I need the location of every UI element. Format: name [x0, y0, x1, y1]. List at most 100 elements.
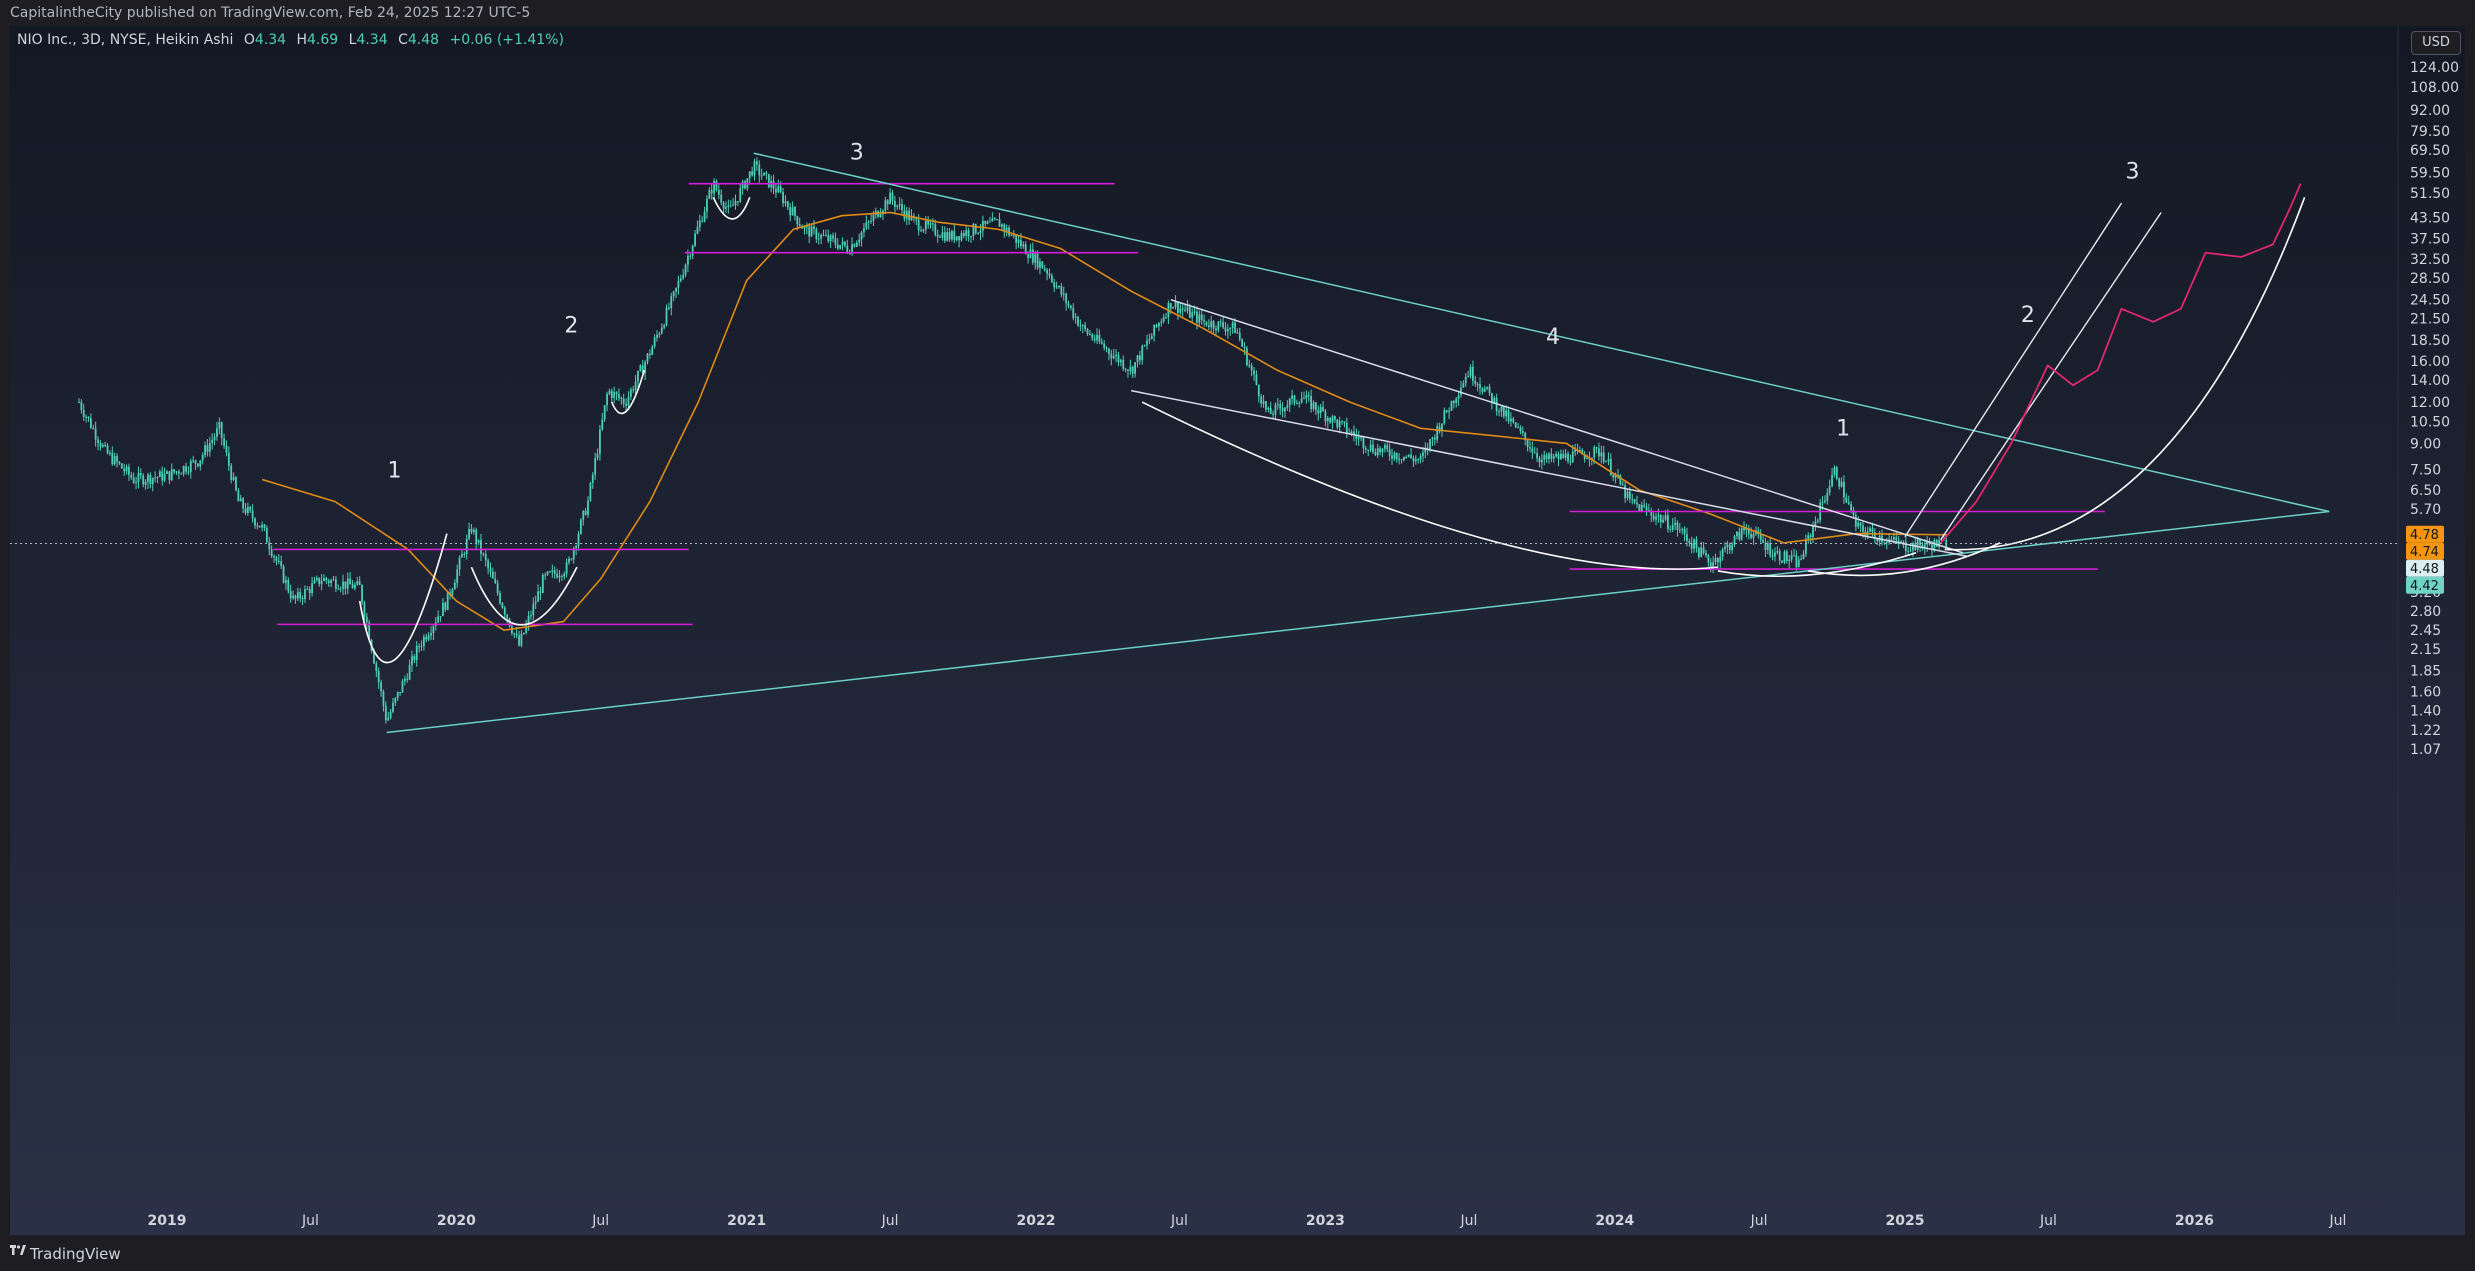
candle-body: [675, 287, 677, 292]
candle-body: [622, 398, 625, 404]
candle-body: [427, 635, 430, 640]
candle-body: [989, 221, 991, 223]
candle-body: [1621, 484, 1624, 486]
candle-body: [756, 161, 758, 165]
candle-body: [1181, 308, 1184, 310]
candle-body: [1655, 516, 1657, 520]
candle-body: [1015, 235, 1018, 243]
candle-body: [962, 233, 965, 237]
candle-body: [929, 223, 932, 225]
cup-curve: [611, 369, 646, 415]
candle-body: [1008, 227, 1010, 236]
candle-body: [1055, 286, 1058, 288]
candle-body: [1571, 451, 1574, 463]
low-key: L: [348, 32, 357, 48]
candle-body: [1115, 354, 1117, 356]
candle-body: [953, 230, 956, 241]
candle-body: [1912, 543, 1914, 551]
candle-body: [139, 472, 142, 476]
candle-body: [387, 717, 390, 721]
price-axis[interactable]: 124.00 108.00 92.00 79.50 69.50 59.50 51.50 43.…: [2397, 26, 2459, 1196]
price-tag-box: [2406, 559, 2444, 577]
candle-body: [563, 573, 566, 577]
candle-body: [1688, 540, 1691, 544]
candle-body: [1331, 416, 1334, 423]
candle-body: [1452, 400, 1455, 404]
candle-body: [161, 471, 164, 481]
candle-body: [594, 458, 597, 475]
candle-body: [1350, 431, 1353, 434]
candle-body: [1215, 328, 1217, 331]
candle-body: [1131, 366, 1134, 374]
candle-body: [1157, 323, 1160, 327]
candle-body: [1892, 537, 1895, 540]
price-chart[interactable]: 1 2 3 4 1 2 3 124.00 108.00 92.00 79.50 69.50 59.50…: [10, 26, 2465, 1235]
candle-body: [905, 210, 908, 219]
candle-body: [1067, 303, 1070, 306]
candle-body: [1802, 553, 1805, 559]
candle-body: [156, 477, 159, 479]
candle-body: [1376, 448, 1379, 456]
candle-body: [1433, 437, 1436, 440]
price-tick-label: 1.40: [2410, 703, 2441, 719]
time-axis[interactable]: 2019 Jul 2020 Jul 2021 Jul 2022 Jul 2023 Jul 2024 J…: [10, 1203, 2398, 1229]
candle-body: [1752, 533, 1755, 538]
candle-body: [420, 646, 423, 648]
candle-body: [1117, 354, 1120, 363]
year-tick-label: 2025: [1886, 1213, 1925, 1229]
candle-body: [530, 615, 532, 617]
candle-body: [1039, 261, 1041, 268]
footer-bar: TradingView: [0, 1235, 2475, 1271]
candle-body: [1046, 269, 1049, 274]
candle-body: [1600, 452, 1603, 457]
tradingview-logo-icon[interactable]: [10, 1245, 26, 1261]
open-key: O: [243, 32, 255, 48]
candle-body: [1443, 410, 1446, 424]
candle-body: [1369, 444, 1372, 451]
candle-body: [482, 553, 485, 555]
candle-body: [701, 220, 704, 222]
candle-body: [853, 244, 856, 247]
candle-body: [197, 463, 199, 467]
candle-body: [525, 624, 528, 633]
candle-body: [965, 230, 968, 237]
candle-body: [180, 473, 183, 475]
candle-body: [560, 575, 563, 577]
candle-body: [463, 553, 466, 555]
candle-body: [627, 396, 630, 406]
candle-body: [1419, 456, 1422, 460]
candle-body: [1445, 410, 1448, 413]
candle-body: [698, 220, 701, 228]
currency-button[interactable]: USD: [2411, 31, 2461, 55]
candle-body: [1743, 527, 1745, 531]
low-value: 4.34: [356, 32, 388, 48]
candle-body: [1077, 316, 1079, 326]
candle-body: [1778, 551, 1781, 561]
candle-body: [1731, 544, 1734, 551]
candle-body: [232, 477, 235, 481]
price-tick-label: 2.45: [2410, 623, 2441, 639]
candle-body: [741, 181, 744, 189]
cup-curve: [1141, 401, 1718, 570]
candle-body: [1043, 268, 1046, 270]
candle-body: [996, 219, 999, 221]
wave-label: 3: [850, 141, 864, 166]
candle-body: [1636, 502, 1638, 505]
candle-body: [1255, 374, 1258, 385]
candle-body: [889, 192, 892, 205]
candle-body: [351, 584, 354, 589]
candle-body: [608, 390, 611, 395]
candle-body: [1493, 397, 1496, 404]
close-value: 4.48: [407, 32, 440, 48]
candle-body: [1103, 343, 1106, 348]
candle-body: [408, 665, 411, 680]
candle-body: [1450, 400, 1453, 411]
trendline-layer: [386, 152, 2330, 734]
candle-body: [1514, 422, 1517, 427]
trendline: [753, 152, 2330, 513]
candle-body: [242, 498, 245, 509]
candle-body: [1364, 448, 1367, 450]
brand-label[interactable]: TradingView: [30, 1245, 121, 1263]
candle-body: [1110, 353, 1113, 359]
candle-body: [1372, 444, 1374, 453]
